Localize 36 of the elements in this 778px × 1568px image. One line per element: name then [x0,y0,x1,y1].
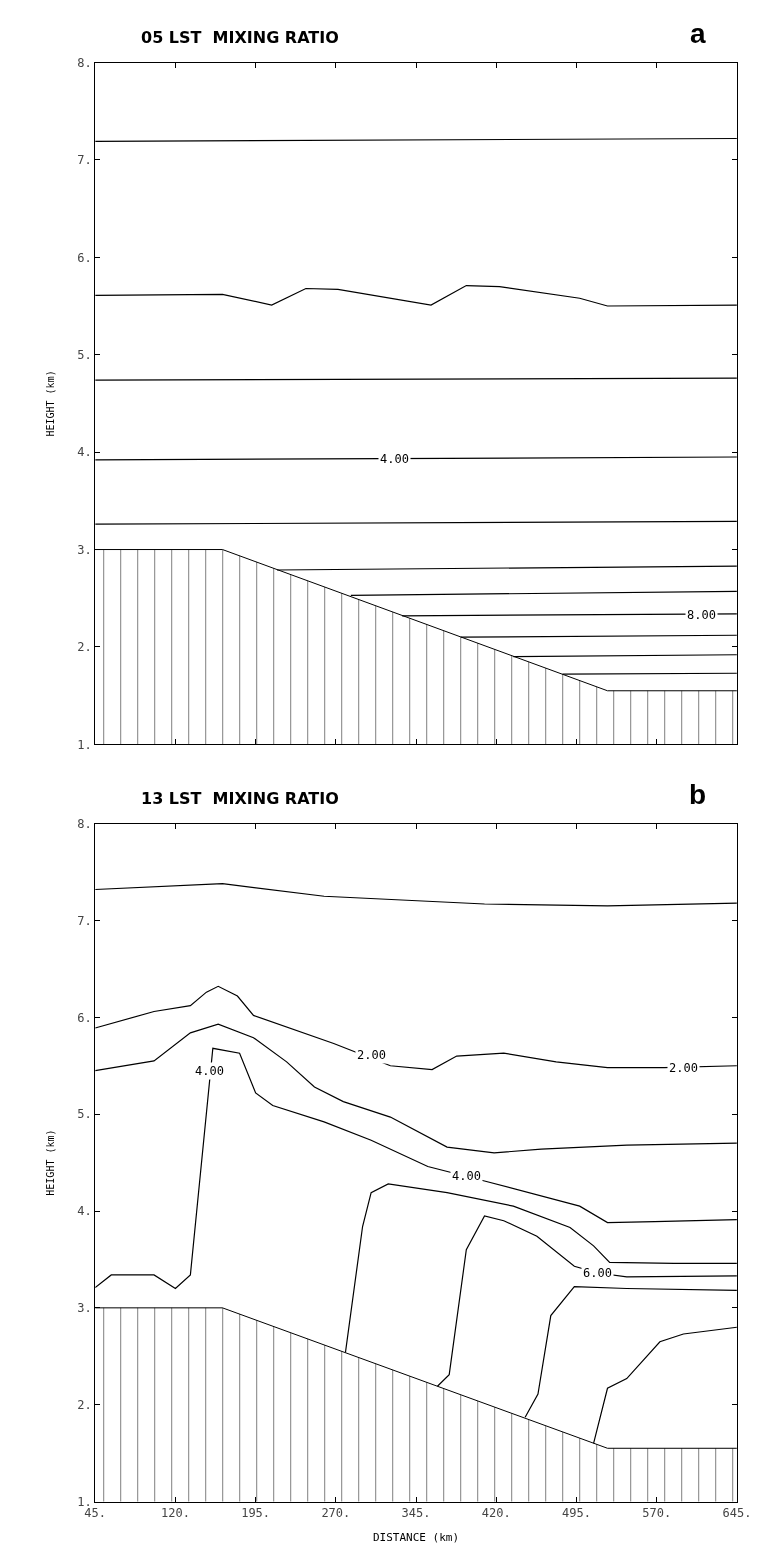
y-tick-label: 3. [77,1301,92,1316]
x-tick-label: 645. [722,1505,752,1520]
x-tick-label: 420. [481,1505,511,1520]
annotation: 4.00 [195,1064,224,1078]
y-tick-label: 8. [77,816,92,831]
x-axis-title: DISTANCE (km) [373,1531,460,1545]
y-tick-label: 6. [77,1010,92,1025]
y-tick-label: 1. [77,737,92,752]
y-tick-label: 7. [77,153,92,168]
y-axis-title: HEIGHT (km) [45,370,57,437]
annotation: 2.00 [669,1061,698,1075]
y-tick-label: 6. [77,250,92,265]
x-tick-label: 195. [241,1505,271,1520]
annotation: 2.00 [357,1048,386,1062]
y-tick-label: 4. [77,1204,92,1219]
annotation: 4.00 [452,1169,481,1183]
y-tick-label: 5. [77,1107,92,1122]
y-tick-label: 7. [77,913,92,928]
x-tick-label: 120. [160,1505,190,1520]
text: a [690,18,706,49]
chart-title: 05 LST MIXING RATIO [141,28,339,47]
annotation: 4.00 [380,452,409,466]
y-tick-label: 3. [77,542,92,557]
x-tick-label: 570. [642,1505,672,1520]
y-tick-label: 8. [77,55,92,70]
text: b [689,779,707,810]
annotation: 8.00 [687,608,716,622]
chart-title: 13 LST MIXING RATIO [141,789,339,808]
x-tick-label: 495. [562,1505,591,1520]
y-tick-label: 5. [77,347,92,362]
y-tick-label: 2. [77,640,92,655]
x-tick-label: 270. [321,1505,351,1520]
x-tick-label: 345. [401,1505,431,1520]
y-tick-label: 4. [77,445,92,460]
y-tick-label: 2. [77,1397,92,1412]
y-axis-title: HEIGHT (km) [45,1129,57,1196]
